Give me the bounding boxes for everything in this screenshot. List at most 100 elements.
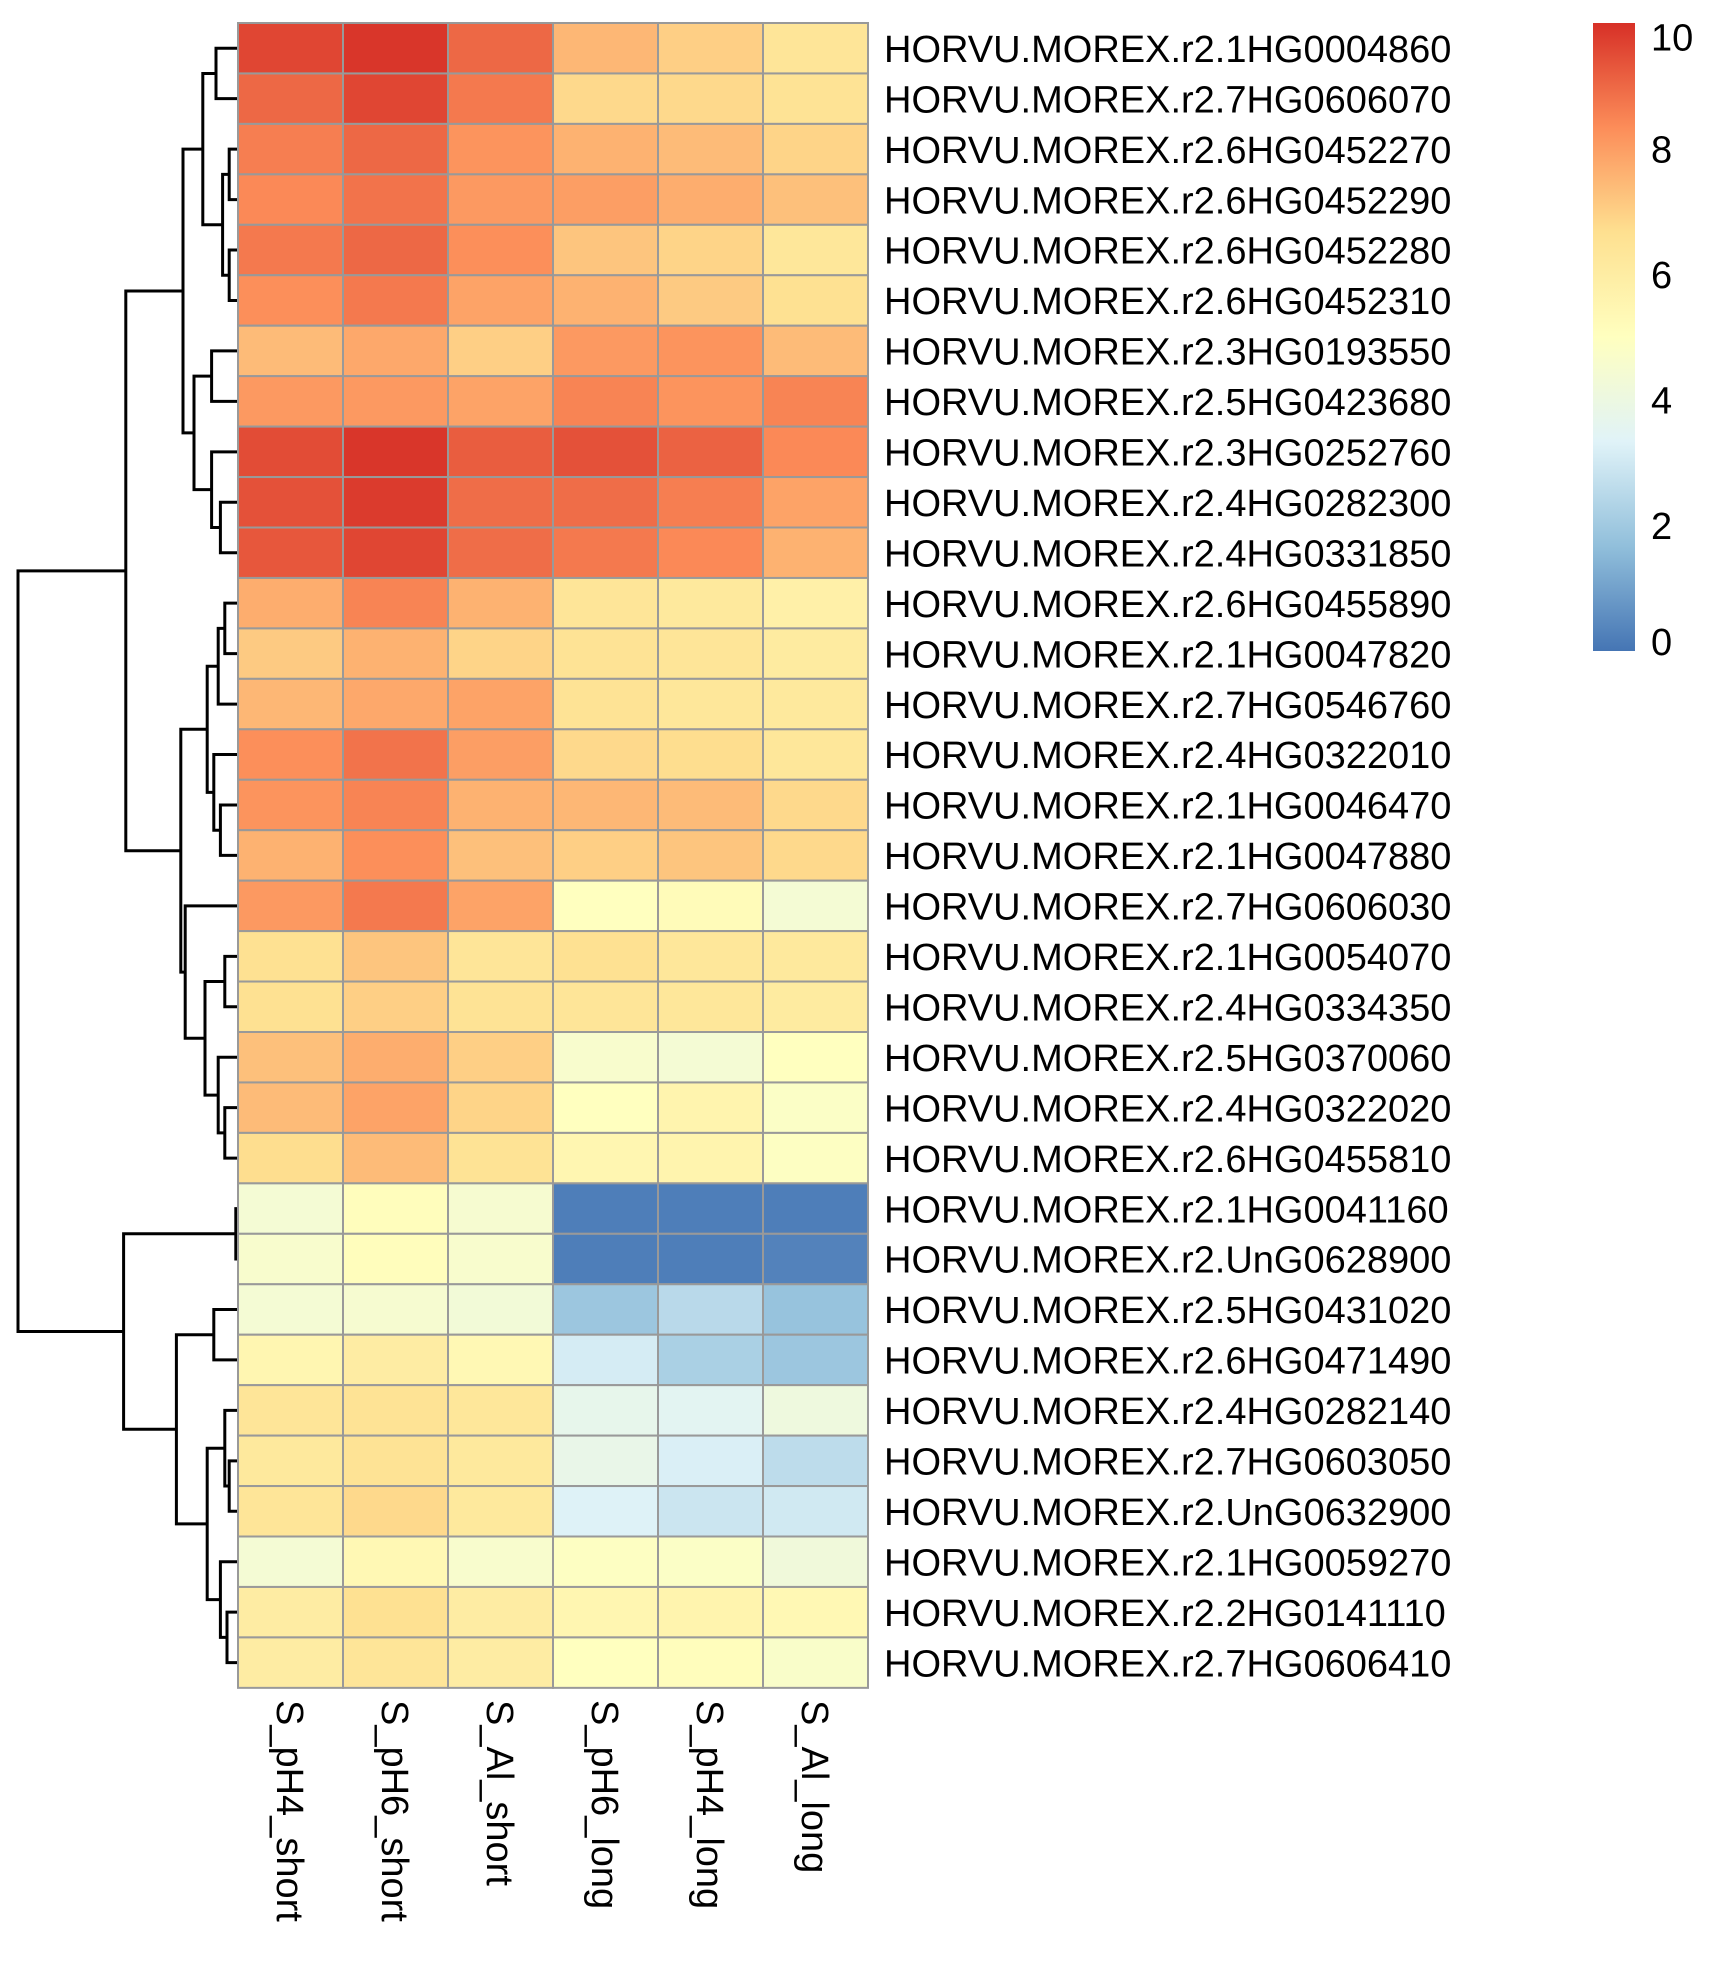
heatmap-cell: [762, 879, 869, 933]
heatmap-cell: [552, 122, 659, 176]
heatmap-cell: [762, 677, 869, 731]
heatmap-cell: [342, 1636, 449, 1689]
heatmap-cell: [552, 980, 659, 1033]
row-labels: HORVU.MOREX.r2.1HG0004860 HORVU.MOREX.r2.…: [884, 29, 1451, 1685]
heatmap-cell: [342, 829, 449, 882]
heatmap-cell: [657, 728, 764, 781]
heatmap-cell: [552, 1081, 659, 1134]
row-label: HORVU.MOREX.r2.1HG0059270: [884, 1542, 1451, 1584]
heatmap-cell: [342, 72, 449, 125]
heatmap-cell: [342, 728, 449, 781]
heatmap-cell: [237, 879, 344, 933]
heatmap-cell: [657, 627, 764, 680]
heatmap-cell: [447, 173, 554, 226]
heatmap-cell: [447, 476, 554, 529]
heatmap-cell: [237, 476, 344, 529]
heatmap-cell: [237, 1031, 344, 1084]
row-label: HORVU.MOREX.r2.3HG0193550: [884, 332, 1451, 374]
heatmap-cell: [237, 1636, 344, 1689]
dendrogram-branch: [124, 289, 183, 853]
heatmap-cell: [342, 1283, 449, 1336]
column-label: S_pH6_short: [373, 1700, 415, 1922]
row-label: HORVU.MOREX.r2.7HG0606030: [884, 887, 1451, 929]
row-label: HORVU.MOREX.r2.7HG0606410: [884, 1643, 1451, 1685]
row-label: HORVU.MOREX.r2.1HG0041160: [884, 1189, 1449, 1231]
row-label: HORVU.MOREX.r2.4HG0322010: [884, 735, 1451, 777]
heatmap-cell: [657, 829, 764, 882]
heatmap-cell: [762, 1182, 869, 1235]
heatmap-cell: [342, 1485, 449, 1538]
heatmap-cell: [447, 677, 554, 731]
row-label: HORVU.MOREX.r2.7HG0606070: [884, 79, 1451, 121]
heatmap-cell: [657, 324, 764, 378]
column-label: S_Al_long: [793, 1700, 835, 1873]
heatmap-cell: [552, 627, 659, 680]
row-label: HORVU.MOREX.r2.6HG0452280: [884, 231, 1451, 273]
dendrogram-branch: [203, 980, 225, 1097]
heatmap-cell: [342, 375, 449, 428]
heatmap-cell: [552, 425, 659, 479]
heatmap-cell: [447, 72, 554, 125]
heatmap-cell: [657, 122, 764, 176]
heatmap-cell: [657, 1535, 764, 1588]
dendrogram-branch: [227, 1459, 238, 1513]
heatmap-cell: [342, 576, 449, 630]
heatmap-cell: [657, 980, 764, 1033]
heatmap-cell: [237, 1485, 344, 1538]
dendrogram-branch: [212, 1307, 238, 1362]
heatmap-cell: [552, 879, 659, 933]
dendrogram-branch: [212, 753, 238, 832]
heatmap-cell: [447, 425, 554, 479]
heatmap-cell: [447, 1434, 554, 1488]
heatmap-cell: [237, 829, 344, 882]
heatmap-cell: [447, 1232, 554, 1286]
heatmap-cell: [762, 274, 869, 327]
heatmap-cell: [762, 930, 869, 983]
heatmap-cell: [447, 778, 554, 832]
legend-tick-label: 6: [1651, 255, 1672, 297]
heatmap-cell: [762, 576, 869, 630]
heatmap-cell: [552, 1283, 659, 1336]
heatmap-cell: [552, 829, 659, 882]
heatmap-cell: [762, 122, 869, 176]
dendrogram-branch: [205, 1446, 225, 1602]
heatmap-cell: [762, 526, 869, 579]
heatmap-cell: [762, 1232, 869, 1286]
heatmap-cell: [342, 223, 449, 277]
dendrogram-branch: [183, 904, 238, 1040]
heatmap-cell: [762, 375, 869, 428]
row-label: HORVU.MOREX.r2.UnG0632900: [884, 1492, 1451, 1534]
heatmap-cell: [237, 22, 344, 75]
row-label: HORVU.MOREX.r2.1HG0046470: [884, 786, 1451, 828]
dendrogram-branch: [225, 1610, 238, 1665]
heatmap-cell: [657, 476, 764, 529]
column-label: S_pH4_long: [688, 1700, 730, 1909]
heatmap-cell: [657, 173, 764, 226]
heatmap-cell: [552, 1535, 659, 1588]
heatmap-cell: [237, 627, 344, 680]
heatmap-cell: [447, 223, 554, 277]
heatmap-cell: [237, 778, 344, 832]
heatmap-cell: [237, 324, 344, 378]
dendrogram-branch: [218, 500, 238, 555]
row-label: HORVU.MOREX.r2.1HG0047880: [884, 836, 1451, 878]
heatmap-cell: [762, 1333, 869, 1387]
dendrogram-branch: [227, 147, 238, 202]
heatmap-cell: [552, 324, 659, 378]
column-labels: S_pH4_short S_pH6_short S_Al_short S_pH6_lo…: [268, 1700, 835, 1922]
heatmap-cell: [657, 1182, 764, 1235]
heatmap-cell: [342, 1081, 449, 1134]
heatmap-cell: [447, 1585, 554, 1639]
legend-tick-label: 2: [1651, 506, 1672, 548]
heatmap-cell: [657, 677, 764, 731]
heatmap-cell: [237, 576, 344, 630]
heatmap-cell: [657, 425, 764, 479]
dendrogram-branch: [201, 71, 223, 227]
heatmap-cell: [657, 576, 764, 630]
row-label: HORVU.MOREX.r2.5HG0431020: [884, 1290, 1451, 1332]
heatmap-cell: [762, 223, 869, 277]
heatmap-cell: [342, 1384, 449, 1437]
row-label: HORVU.MOREX.r2.6HG0452310: [884, 281, 1451, 323]
heatmap-cell: [762, 1636, 869, 1689]
dendrogram-branch: [210, 450, 238, 529]
